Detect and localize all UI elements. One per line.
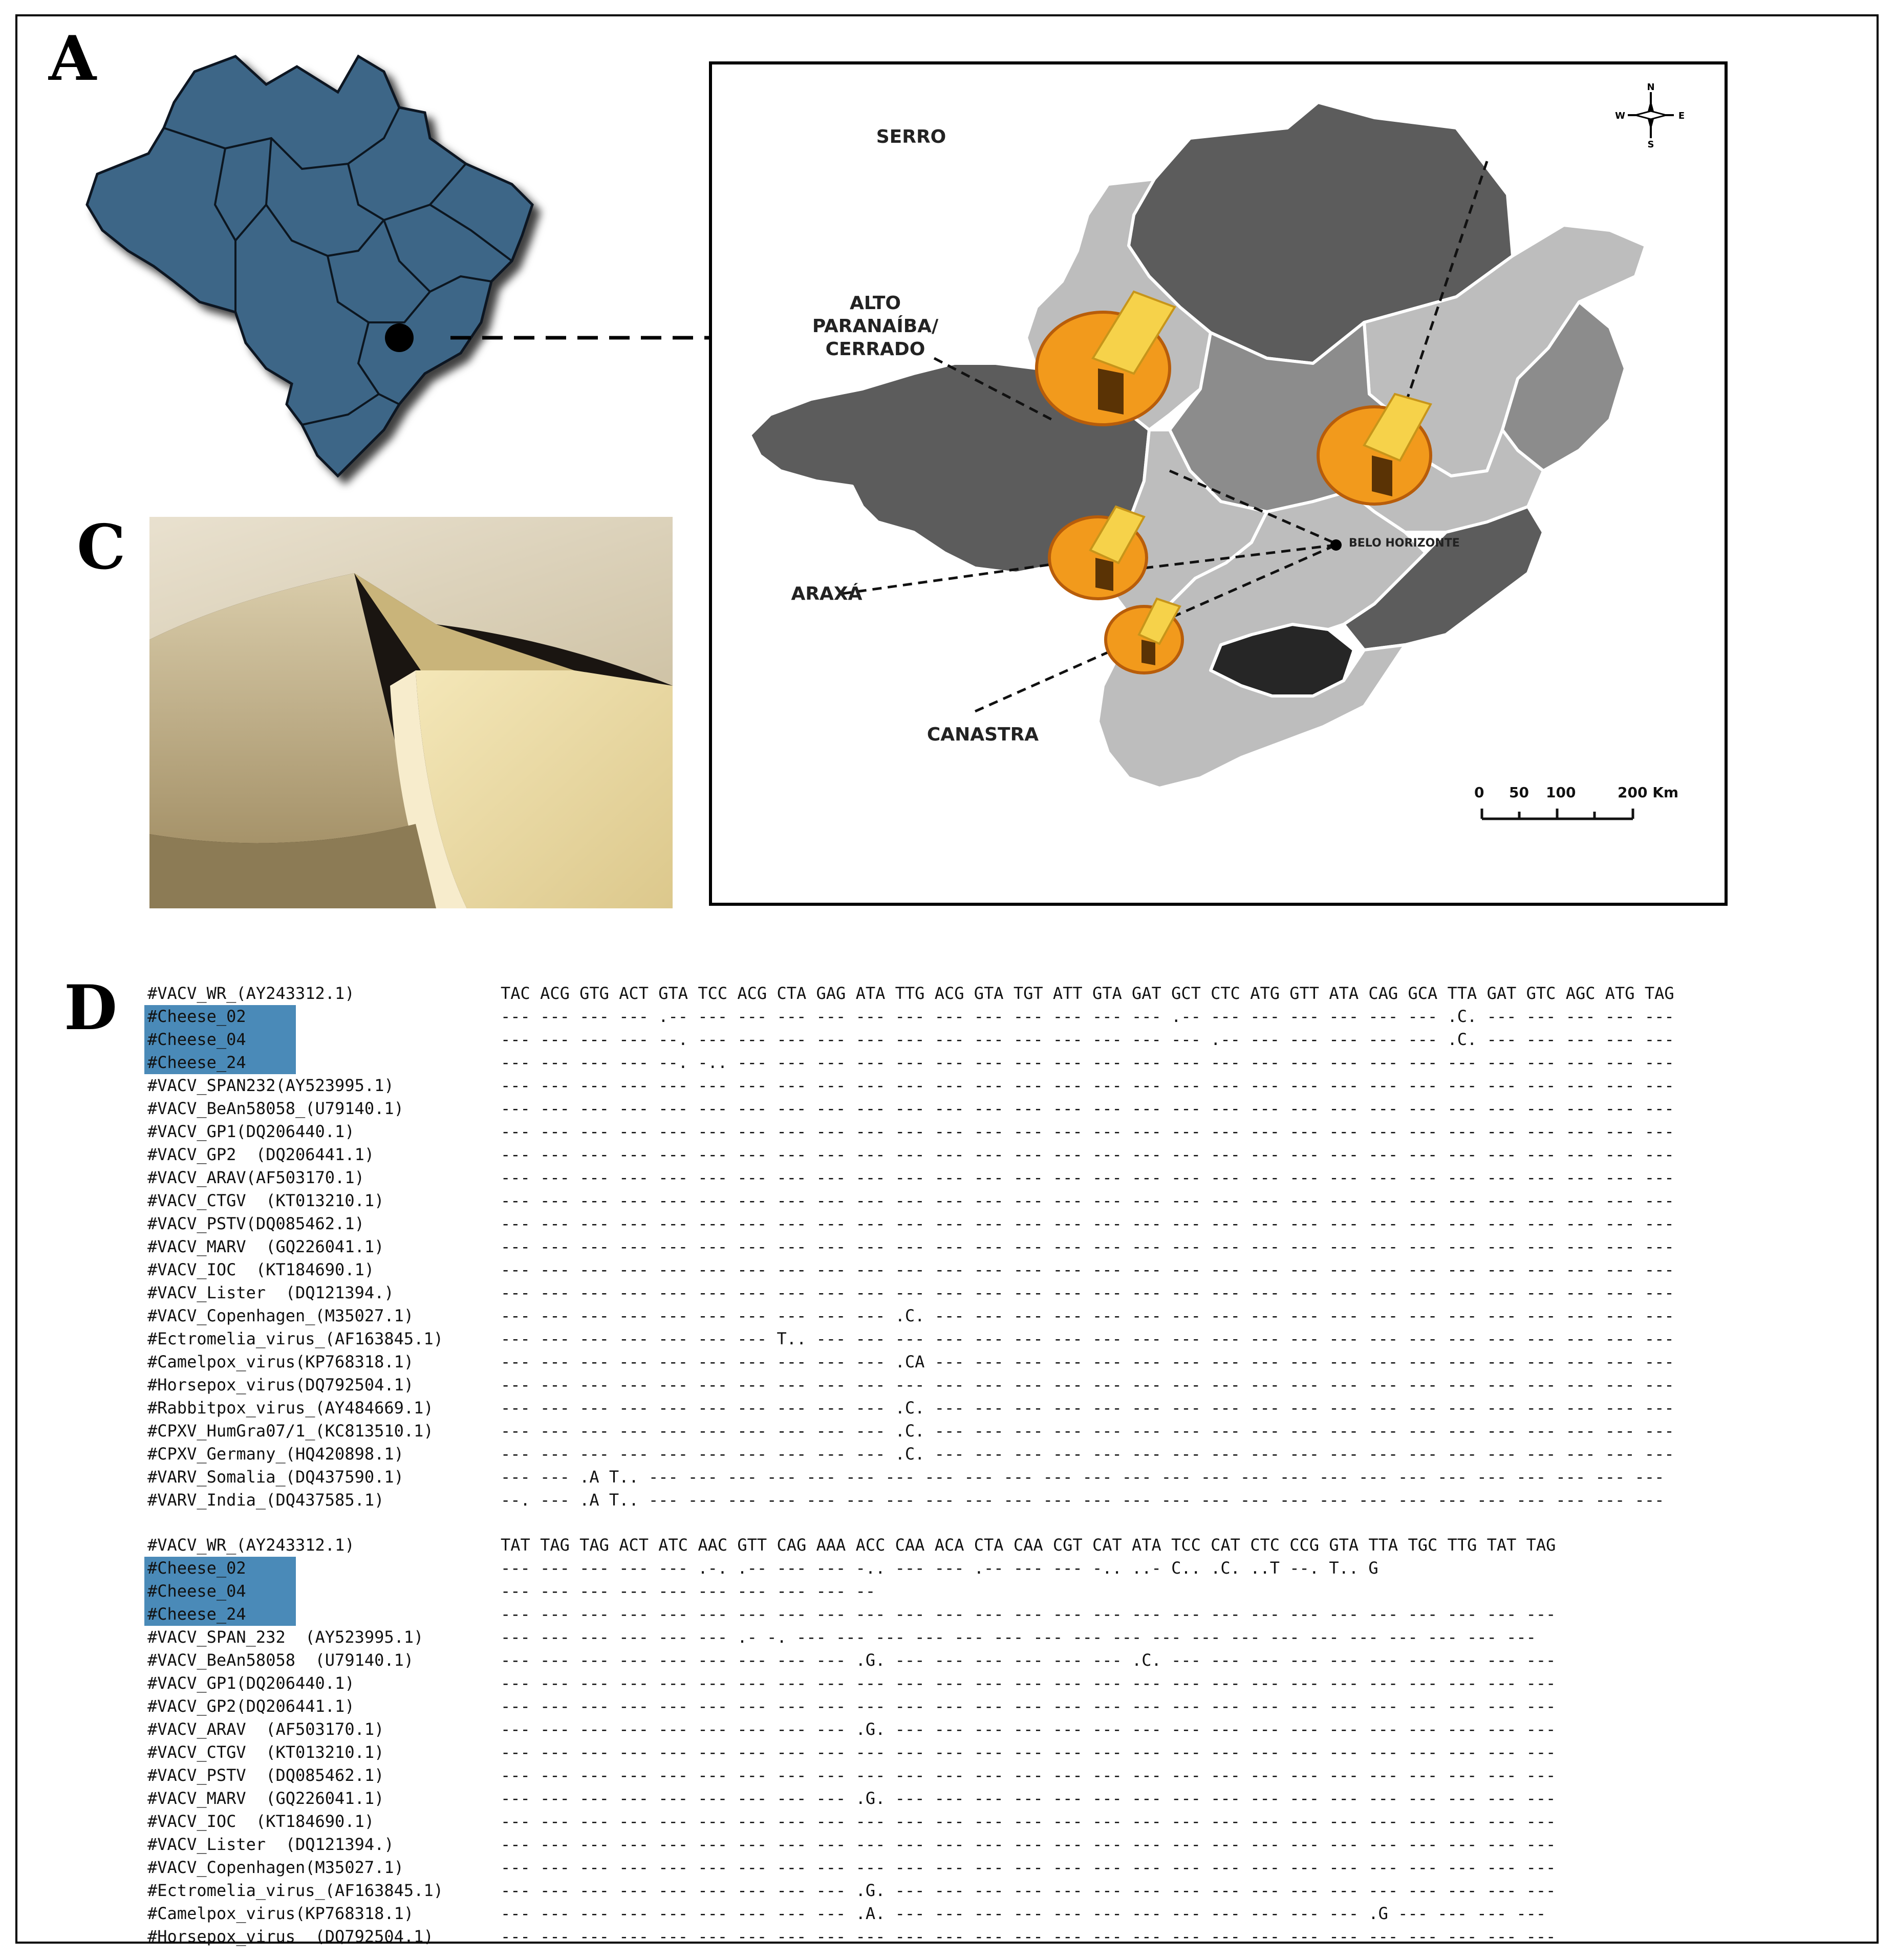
compass-e: E xyxy=(1678,111,1685,121)
panel-label-a: A xyxy=(49,23,97,95)
cheese-icon xyxy=(1035,290,1176,426)
location-dot xyxy=(385,323,414,352)
scale-bar xyxy=(1480,809,1634,820)
cheese-icon xyxy=(1048,505,1148,600)
brazil-outline xyxy=(85,54,534,478)
cheese-icon xyxy=(1317,393,1432,506)
place-araxa: ARAXÁ xyxy=(791,583,863,604)
place-serro: SERRO xyxy=(876,126,946,147)
state-borders xyxy=(163,107,513,426)
scale-50: 50 xyxy=(1509,784,1529,801)
place-canastra: CANASTRA xyxy=(927,724,1039,745)
cheese-photo xyxy=(149,517,673,908)
region-northeast-inner xyxy=(1501,300,1627,472)
region-south xyxy=(1096,490,1427,790)
compass-w: W xyxy=(1615,111,1625,121)
compass-n: N xyxy=(1647,82,1654,93)
belo-horizonte-dot xyxy=(1330,539,1342,551)
brazil-map xyxy=(85,54,534,478)
scale-100: 100 xyxy=(1546,784,1576,801)
compass-s: S xyxy=(1648,139,1654,150)
alto-line-3: CERRADO xyxy=(825,339,925,360)
minas-gerais-map: N S E W xyxy=(748,82,1685,820)
compass-icon xyxy=(1628,92,1674,138)
place-belo-horizonte: BELO HORIZONTE xyxy=(1349,537,1460,550)
scale-200: 200 Km xyxy=(1618,784,1679,801)
alto-line-1: ALTO xyxy=(849,293,901,314)
panel-label-c: C xyxy=(77,511,126,583)
place-alto-paranaiba: ALTO PARANAÍBA/ CERRADO xyxy=(783,292,967,361)
cheese-icon xyxy=(1104,597,1184,674)
alto-line-2: PARANAÍBA/ xyxy=(812,316,939,337)
panel-label-d: D xyxy=(64,972,118,1044)
figure-frame xyxy=(15,14,1879,1944)
scale-0: 0 xyxy=(1474,784,1484,801)
